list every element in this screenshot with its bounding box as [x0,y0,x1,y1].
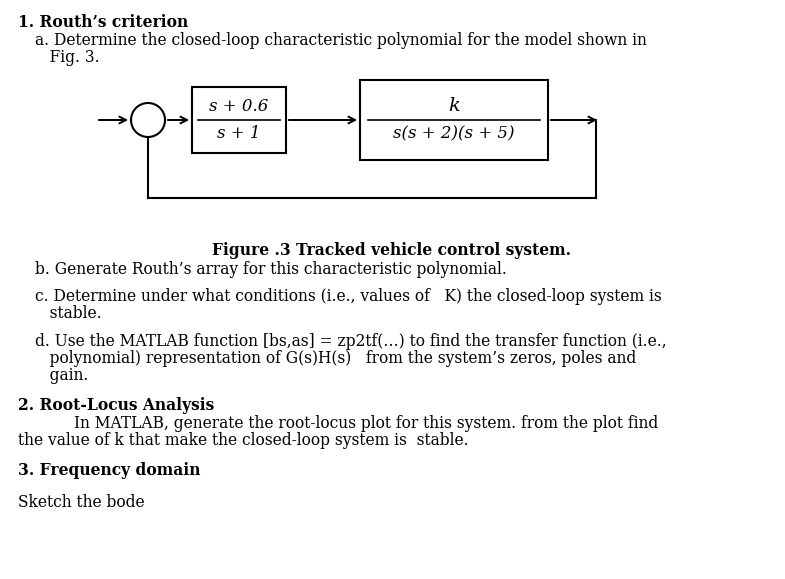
Text: Sketch the bode: Sketch the bode [18,494,144,511]
Text: c. Determine under what conditions (i.e., values of   K) the closed-loop system : c. Determine under what conditions (i.e.… [35,288,662,305]
Bar [192,87,286,153]
Text: 1. Routh’s criterion: 1. Routh’s criterion [18,14,188,31]
Text: 3. Frequency domain: 3. Frequency domain [18,462,200,479]
Text: k: k [448,97,460,115]
Text: Figure .3 Tracked vehicle control system.: Figure .3 Tracked vehicle control system… [213,242,571,259]
Text: In MATLAB, generate the root-locus plot for this system. from the plot find: In MATLAB, generate the root-locus plot … [35,415,659,432]
Text: 2. Root-Locus Analysis: 2. Root-Locus Analysis [18,397,214,414]
Bar [360,80,548,160]
Text: s + 0.6: s + 0.6 [210,98,268,115]
Text: Fig. 3.: Fig. 3. [35,49,100,66]
Text: s + 1: s + 1 [217,125,261,142]
Text: gain.: gain. [35,367,89,384]
Text: polynomial) representation of G(s)H(s)   from the system’s zeros, poles and: polynomial) representation of G(s)H(s) f… [35,350,637,367]
Text: d. Use the MATLAB function [bs,as] = zp2tf(…) to find the transfer function (i.e: d. Use the MATLAB function [bs,as] = zp2… [35,333,666,350]
Text: b. Generate Routh’s array for this characteristic polynomial.: b. Generate Routh’s array for this chara… [35,261,507,278]
Text: a. Determine the closed-loop characteristic polynomial for the model shown in: a. Determine the closed-loop characteris… [35,32,647,49]
Text: s(s + 2)(s + 5): s(s + 2)(s + 5) [393,125,515,142]
Text: stable.: stable. [35,305,101,322]
Text: the value of k that make the closed-loop system is  stable.: the value of k that make the closed-loop… [18,432,469,449]
